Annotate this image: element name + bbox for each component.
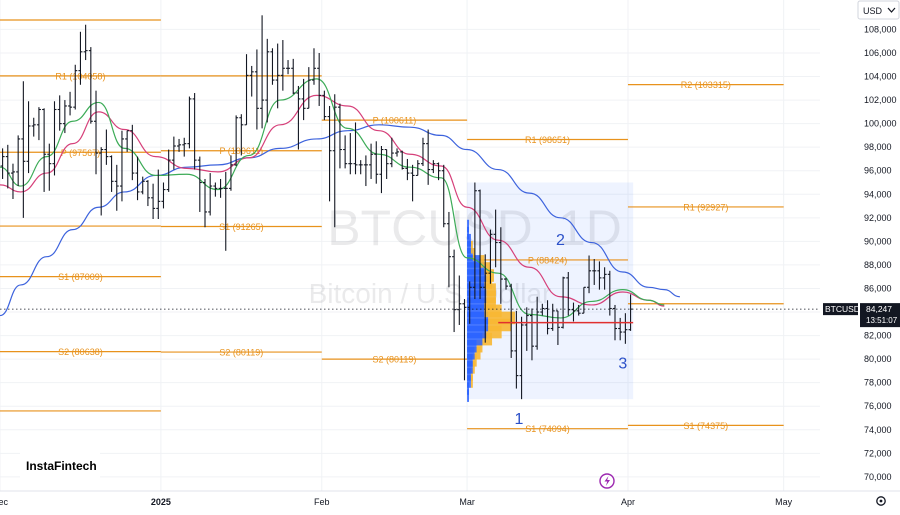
volume-bar-up: [467, 248, 473, 261]
wave-label: 3: [618, 356, 627, 373]
volume-bar-up: [467, 382, 470, 395]
volume-bar-up: [467, 219, 470, 233]
y-tick-label: 82,000: [864, 331, 892, 341]
logo-text: InstaFintech: [26, 459, 97, 473]
y-tick-label: 70,000: [864, 472, 892, 482]
countdown-timer: 13:51:07: [866, 316, 898, 325]
current-price-value: 84,247: [866, 304, 892, 314]
pivot-label: S1 (74094): [525, 424, 570, 434]
logo-bg: [20, 448, 100, 482]
y-tick-label: 100,000: [864, 119, 897, 129]
lightning-icon[interactable]: [599, 473, 615, 489]
pivot-label: S1 (91265): [219, 222, 264, 232]
pivot-label: S1 (74375): [684, 421, 729, 431]
y-tick-label: 102,000: [864, 95, 897, 105]
y-tick-label: 86,000: [864, 283, 892, 293]
pivot-label: R1 (98651): [525, 135, 570, 145]
y-tick-label: 90,000: [864, 236, 892, 246]
volume-bar-down: [476, 339, 483, 353]
current-price-label: BTCUSD 84,247 13:51:07: [823, 303, 900, 328]
x-tick-label: May: [775, 497, 793, 507]
volume-bar-up: [467, 233, 471, 247]
pivot-label: S1 (87009): [58, 272, 103, 282]
volume-bar-up: [467, 240, 471, 254]
current-symbol-box: [823, 303, 858, 316]
y-tick-label: 76,000: [864, 401, 892, 411]
x-tick-label: Dec: [0, 497, 8, 507]
price-axis-bg: [820, 0, 900, 510]
currency-label: USD: [863, 6, 883, 16]
moving-average-line: [0, 94, 665, 307]
moving-averages: [0, 78, 680, 319]
volume-bar-down: [484, 297, 496, 311]
y-tick-label: 72,000: [864, 448, 892, 458]
y-tick-label: 94,000: [864, 189, 892, 199]
volume-bar-down: [482, 332, 493, 346]
current-price-box: [860, 303, 900, 328]
current-symbol: BTCUSD: [825, 304, 860, 314]
pivot-label: S2 (80119): [372, 355, 416, 365]
pivot-label: R2 (103315): [681, 80, 731, 90]
x-tick-label: Mar: [459, 497, 475, 507]
y-tick-label: 104,000: [864, 72, 897, 82]
volume-bar-down: [472, 354, 477, 367]
currency-selector[interactable]: USD: [857, 0, 900, 20]
volume-bar-down: [470, 240, 473, 254]
pivot-label: P (100611): [373, 116, 417, 126]
y-tick-label: 96,000: [864, 166, 892, 176]
volume-bar-down: [472, 248, 475, 261]
volume-bar-down: [486, 283, 496, 296]
moving-average-line: [0, 124, 680, 317]
x-tick-label: 2025: [151, 497, 171, 507]
volume-bar-down: [484, 276, 493, 289]
volume-bar-up: [467, 226, 470, 240]
volume-bar-down: [486, 290, 496, 304]
grid: [0, 0, 820, 491]
y-tick-label: 92,000: [864, 213, 892, 223]
x-tick-label: Feb: [314, 497, 330, 507]
volume-bar-up: [467, 354, 473, 367]
volume-bar-down: [484, 262, 491, 275]
wave-label: 1: [515, 411, 524, 428]
pivot-label: P (88424): [528, 255, 567, 265]
time-axis[interactable]: Dec 2025 Feb Mar Apr May: [0, 497, 793, 507]
y-tick-label: 74,000: [864, 425, 892, 435]
y-tick-label: 78,000: [864, 378, 892, 388]
volume-bar-down: [470, 375, 473, 388]
volume-bar-down: [474, 346, 481, 360]
volume-bar-down: [480, 255, 485, 268]
y-tick-label: 106,000: [864, 48, 897, 58]
pivot-label: R1 (92927): [683, 202, 728, 212]
y-tick-label: 80,000: [864, 354, 892, 364]
volume-bar-down: [470, 368, 473, 381]
price-axis[interactable]: 70,000 72,000 74,000 76,000 78,000 80,000 82,0…: [864, 24, 897, 481]
y-tick-label: 108,000: [864, 24, 897, 34]
volume-bar-up: [467, 339, 477, 353]
watermark-interval: 1D: [558, 200, 622, 256]
volume-bar-up: [467, 389, 470, 402]
watermark-symbol: BTCUSD: [327, 200, 533, 256]
pivot-label: S2 (80119): [219, 348, 263, 358]
volume-bar-up: [467, 368, 471, 381]
volume-bar-up: [467, 375, 471, 388]
x-tick-label: Apr: [621, 497, 635, 507]
pivot-label: P (97567): [61, 148, 100, 158]
y-tick-label: 88,000: [864, 260, 892, 270]
volume-bar-down: [472, 361, 475, 374]
pivot-label: S2 (80638): [58, 347, 103, 357]
volume-bar-up: [467, 346, 475, 360]
settings-gear-icon[interactable]: [876, 496, 886, 506]
moving-average-line: [0, 78, 665, 319]
volume-bar-up: [467, 361, 473, 374]
chevron-down-icon: [887, 7, 896, 13]
wave-labels: 1 2 3: [515, 232, 628, 428]
y-tick-label: 98,000: [864, 142, 892, 152]
logo: InstaFintech: [20, 448, 100, 482]
wave-label: 2: [556, 232, 565, 249]
